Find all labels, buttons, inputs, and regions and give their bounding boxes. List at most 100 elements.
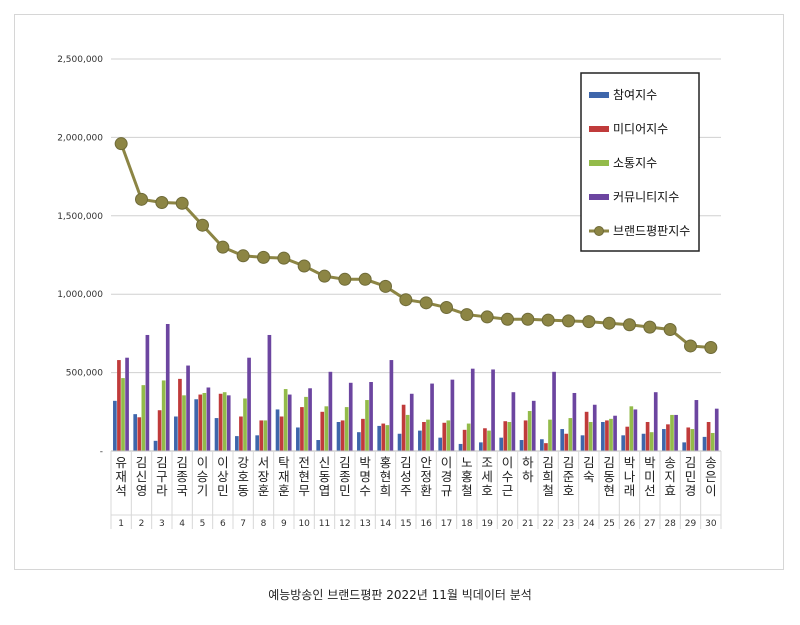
point-brand <box>277 251 291 265</box>
rank-label: 2 <box>139 519 145 529</box>
bar-participation <box>255 435 260 451</box>
rank-label: 23 <box>563 519 574 529</box>
bar-community <box>328 371 333 451</box>
bar-participation <box>499 437 504 451</box>
bar-participation <box>214 418 219 451</box>
bar-participation <box>235 436 239 451</box>
rank-label: 13 <box>359 519 370 529</box>
bar-communication <box>507 421 512 451</box>
bar-media <box>706 421 711 451</box>
point-brand <box>135 192 148 206</box>
bar-community <box>552 371 556 451</box>
bar-communication <box>548 419 552 451</box>
bar-communication <box>690 429 695 451</box>
bar-community <box>389 360 394 451</box>
rank-label: 5 <box>200 519 206 529</box>
bar-media <box>564 433 569 451</box>
bar-community <box>226 395 231 451</box>
point-brand <box>399 293 413 307</box>
bar-media <box>239 416 243 451</box>
point-brand <box>297 259 311 273</box>
bar-media <box>320 411 325 451</box>
rank-label: 8 <box>261 519 267 529</box>
bar-communication <box>202 392 207 451</box>
bar-communication <box>243 398 247 451</box>
bar-participation <box>357 432 361 451</box>
point-brand <box>480 310 494 324</box>
point-brand <box>419 296 433 310</box>
legend-label-communication: 소통지수 <box>613 156 657 170</box>
bar-participation <box>336 421 341 451</box>
bar-communication <box>487 430 491 451</box>
chart: - 500,000 1,000,000 1,500,000 2,000,000 2,500… <box>57 55 722 529</box>
point-brand <box>541 313 555 327</box>
rank-label: 10 <box>298 519 310 529</box>
bar-media <box>117 360 121 451</box>
rank-label: 17 <box>441 519 452 529</box>
bar-participation <box>601 421 605 451</box>
bar-participation <box>702 436 707 451</box>
rank-label: 12 <box>339 519 350 529</box>
bar-participation <box>662 429 666 451</box>
bar-communication <box>222 392 227 451</box>
bar-community <box>430 383 434 451</box>
bar-media <box>259 420 264 451</box>
legend-swatch-communication <box>589 160 609 166</box>
point-brand <box>602 316 616 330</box>
legend-swatch-community <box>589 194 609 200</box>
point-brand <box>379 279 392 293</box>
bar-participation <box>621 435 626 451</box>
bar-media <box>605 420 609 451</box>
bar-community <box>714 408 719 451</box>
bar-media <box>666 424 670 451</box>
bar-community <box>491 369 495 451</box>
bar-communication <box>344 407 349 451</box>
bar-participation <box>438 437 443 451</box>
bar-communication <box>527 411 532 451</box>
chart-frame: - 500,000 1,000,000 1,500,000 2,000,000 2,500… <box>14 14 784 570</box>
rank-label: 21 <box>522 519 533 529</box>
chart-caption: 예능방송인 브랜드평판 2022년 11월 빅데이터 분석 <box>268 588 532 602</box>
bar-community <box>592 404 597 451</box>
bar-community <box>348 382 353 451</box>
legend-marker-brand <box>594 226 604 236</box>
point-brand <box>623 318 636 332</box>
y-tick-label: 1,500,000 <box>57 212 103 222</box>
bar-community <box>653 392 658 451</box>
bar-media <box>340 420 345 451</box>
bar-community <box>145 334 150 451</box>
bar-media <box>300 407 304 451</box>
rank-label: 4 <box>179 519 185 529</box>
point-brand <box>196 218 209 232</box>
rank-label: 19 <box>481 519 493 529</box>
bar-community <box>247 357 251 451</box>
point-brand <box>663 322 677 336</box>
point-brand <box>684 339 697 353</box>
bar-media <box>381 423 386 451</box>
bar-communication <box>405 414 410 451</box>
point-brand <box>318 269 331 283</box>
rank-label: 29 <box>685 519 697 529</box>
bar-media <box>137 417 142 451</box>
bar-participation <box>682 442 687 451</box>
y-tick-label: 500,000 <box>66 369 103 379</box>
legend-label-media: 미디어지수 <box>613 122 668 136</box>
bar-communication <box>710 432 715 451</box>
y-tick-label: 2,000,000 <box>57 133 103 143</box>
rank-label: 25 <box>603 519 614 529</box>
